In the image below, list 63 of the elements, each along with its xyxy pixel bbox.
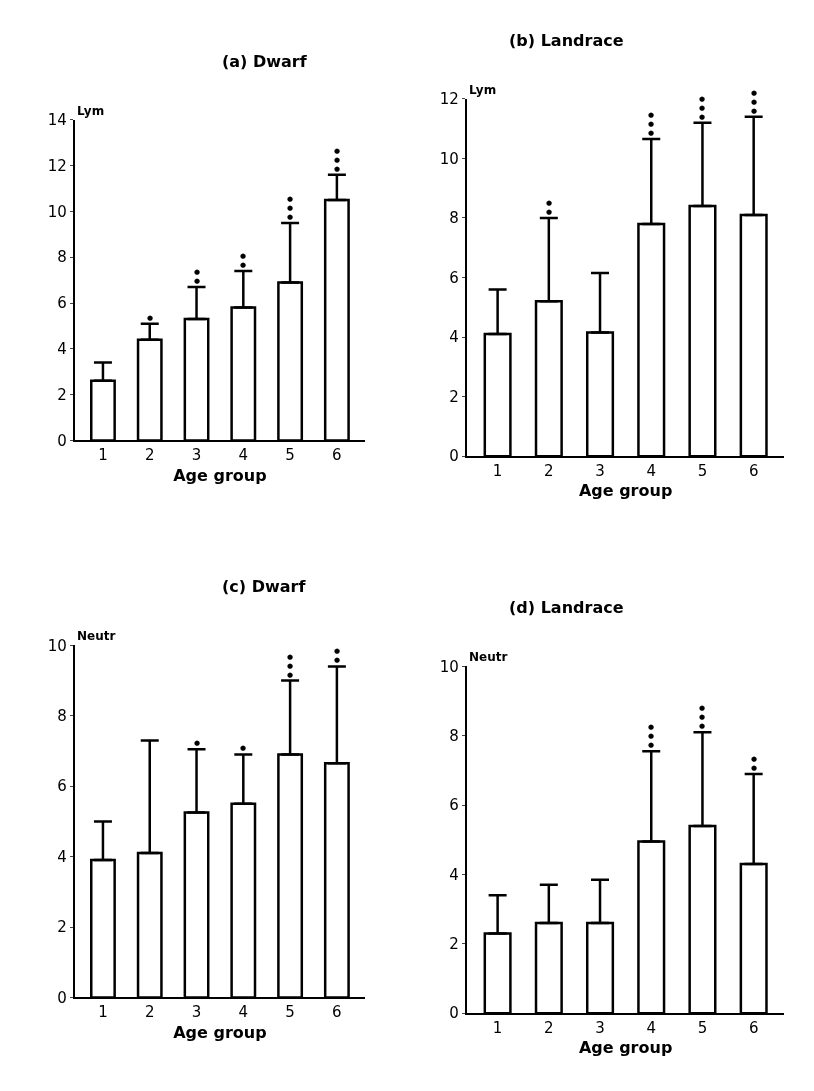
x-axis-title: Age group [578, 481, 673, 501]
x-axis-title: Age group [173, 465, 267, 485]
x-tick-label: 2 [144, 446, 155, 465]
x-tick-label: 1 [98, 1003, 108, 1022]
y-tick-label: 2 [449, 387, 459, 406]
y-tick-label: 14 [47, 111, 67, 130]
y-tick-label: 8 [57, 248, 67, 267]
x-tick-label: 5 [285, 446, 295, 465]
y-tick-label: 2 [57, 385, 67, 404]
y-tick-label: 6 [57, 294, 67, 313]
y-axis-title: Lym [77, 104, 105, 118]
x-tick-label: 2 [144, 1003, 155, 1022]
y-tick-label: 10 [439, 657, 459, 676]
x-tick-label: 4 [238, 1003, 249, 1022]
x-tick-label: 4 [646, 1019, 657, 1038]
x-tick-label: 6 [332, 446, 342, 465]
y-tick-label: 4 [57, 340, 67, 359]
y-axis-title: Lym [469, 83, 497, 97]
x-tick-label: 6 [748, 462, 759, 481]
chart-title: (d) Landrace [509, 598, 624, 617]
x-tick-label: 1 [492, 462, 503, 481]
x-tick-label: 5 [697, 462, 708, 481]
y-tick-label: 12 [439, 90, 459, 109]
x-tick-label: 6 [332, 1003, 342, 1022]
y-tick-label: 10 [47, 636, 67, 655]
y-tick-label: 0 [57, 988, 67, 1007]
y-tick-label: 2 [449, 935, 459, 954]
y-tick-label: 6 [449, 796, 459, 815]
y-tick-label: 0 [57, 431, 67, 450]
y-tick-label: 0 [449, 447, 459, 466]
x-tick-label: 5 [697, 1019, 708, 1038]
x-tick-label: 3 [595, 1019, 605, 1038]
x-tick-label: 2 [544, 1019, 554, 1038]
y-tick-label: 0 [449, 1004, 459, 1023]
y-tick-label: 10 [47, 202, 67, 221]
chart-title: (b) Landrace [509, 31, 624, 50]
x-tick-label: 2 [544, 462, 554, 481]
chart-title: (a) Dwarf [222, 52, 308, 71]
y-tick-label: 6 [57, 777, 67, 796]
x-tick-label: 4 [238, 446, 249, 465]
y-axis-title: Neutr [469, 650, 508, 664]
y-tick-label: 4 [57, 847, 67, 866]
x-tick-label: 1 [98, 446, 108, 465]
x-tick-label: 3 [191, 446, 202, 465]
x-axis-title: Age group [173, 1022, 267, 1042]
x-tick-label: 3 [595, 462, 605, 481]
y-tick-label: 8 [449, 209, 459, 228]
y-tick-label: 6 [449, 268, 459, 287]
y-tick-label: 12 [47, 156, 67, 175]
y-axis-title: Neutr [77, 629, 116, 643]
y-tick-label: 2 [57, 918, 67, 937]
x-tick-label: 5 [285, 1003, 295, 1022]
x-tick-label: 1 [492, 1019, 503, 1038]
y-tick-label: 8 [449, 726, 459, 745]
x-tick-label: 4 [646, 462, 657, 481]
y-tick-label: 4 [449, 328, 459, 347]
x-axis-title: Age group [578, 1038, 673, 1058]
y-tick-label: 10 [439, 149, 459, 168]
chart-title: (c) Dwarf [222, 577, 307, 596]
x-tick-label: 3 [191, 1003, 202, 1022]
x-tick-label: 6 [748, 1019, 759, 1038]
y-tick-label: 8 [57, 707, 67, 726]
y-tick-label: 4 [449, 865, 459, 884]
